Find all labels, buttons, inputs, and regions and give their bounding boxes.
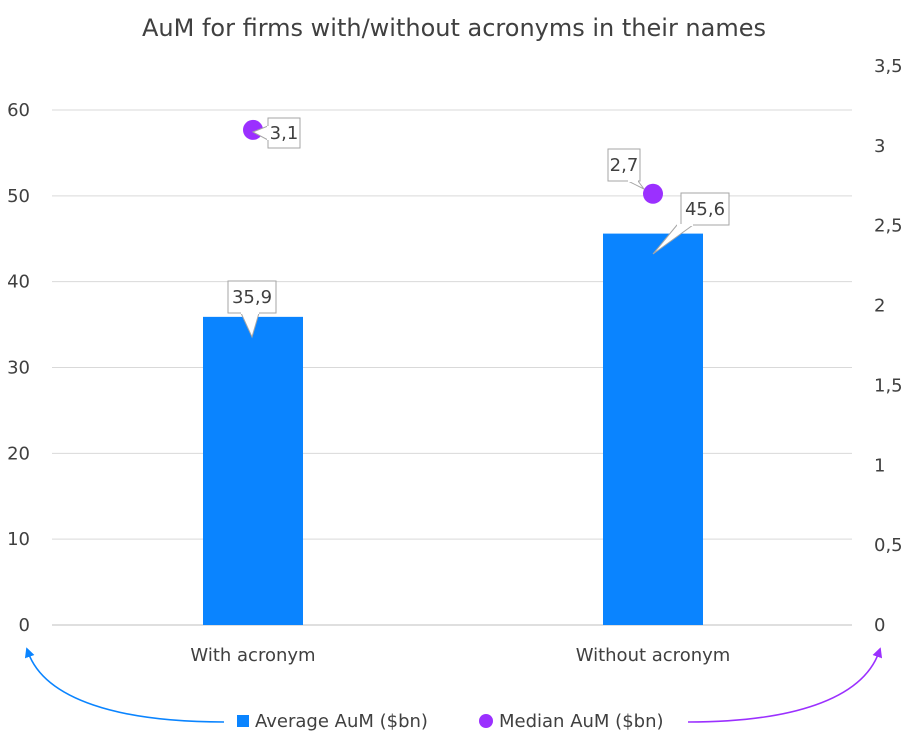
category-label: With acronym	[190, 645, 315, 666]
right-axis-arrow	[687, 647, 883, 723]
left-axis-tick-label: 0	[19, 615, 30, 636]
data-label-text: 2,7	[610, 155, 639, 176]
category-label: Without acronym	[576, 645, 731, 666]
data-label-text: 35,9	[232, 287, 272, 308]
bar	[603, 233, 703, 625]
right-axis-tick-label: 2,5	[874, 216, 903, 237]
right-axis-tick-label: 0,5	[874, 535, 903, 556]
data-label-text: 45,6	[685, 199, 725, 220]
data-label: 2,7	[607, 148, 645, 190]
left-axis-tick-label: 30	[7, 358, 30, 379]
legend: Average AuM ($bn) Median AuM ($bn)	[237, 711, 664, 732]
bar	[203, 316, 303, 625]
left-axis-tick-label: 40	[7, 272, 30, 293]
data-label-box	[267, 117, 301, 149]
legend-swatch-dot	[479, 714, 493, 728]
data-label: 35,9	[227, 280, 277, 339]
data-label-text: 3,1	[270, 123, 299, 144]
right-axis-tick-label: 1	[874, 455, 885, 476]
left-axis-tick-label: 20	[7, 443, 30, 464]
left-axis-tick-label: 60	[7, 100, 30, 121]
chart-title: AuM for firms with/without acronyms in t…	[142, 14, 766, 42]
gridlines	[52, 109, 852, 626]
data-label: 45,6	[652, 192, 730, 255]
right-axis-tick-label: 0	[874, 615, 885, 636]
right-axis-tick-label: 1,5	[874, 375, 903, 396]
annotation-arrows	[24, 647, 883, 723]
left-axis-tick-labels: 0 10 20 30 40 50 60	[7, 100, 30, 636]
point-series	[243, 119, 663, 204]
bar-series	[203, 233, 703, 625]
right-axis-tick-labels: 0 0,5 1 1,5 2 2,5 3 3,5	[874, 56, 903, 636]
legend-swatch-square	[237, 715, 249, 727]
data-labels: 35,9 45,6 3,1 2,7	[227, 117, 730, 339]
left-axis-tick-label: 10	[7, 529, 30, 550]
data-label-box	[680, 192, 730, 226]
legend-item-median: Median AuM ($bn)	[479, 711, 664, 732]
data-label-box	[607, 148, 641, 182]
legend-label: Average AuM ($bn)	[255, 711, 428, 732]
data-label-pointer	[627, 180, 645, 190]
median-point	[643, 183, 663, 204]
right-axis-tick-label: 3,5	[874, 56, 903, 77]
legend-item-average: Average AuM ($bn)	[237, 711, 428, 732]
right-axis-tick-label: 3	[874, 136, 885, 157]
legend-label: Median AuM ($bn)	[499, 711, 664, 732]
data-label: 3,1	[251, 117, 301, 149]
right-axis-tick-label: 2	[874, 296, 885, 317]
category-labels: With acronym Without acronym	[190, 645, 730, 666]
left-axis-tick-label: 50	[7, 186, 30, 207]
left-axis-arrow	[24, 647, 225, 723]
